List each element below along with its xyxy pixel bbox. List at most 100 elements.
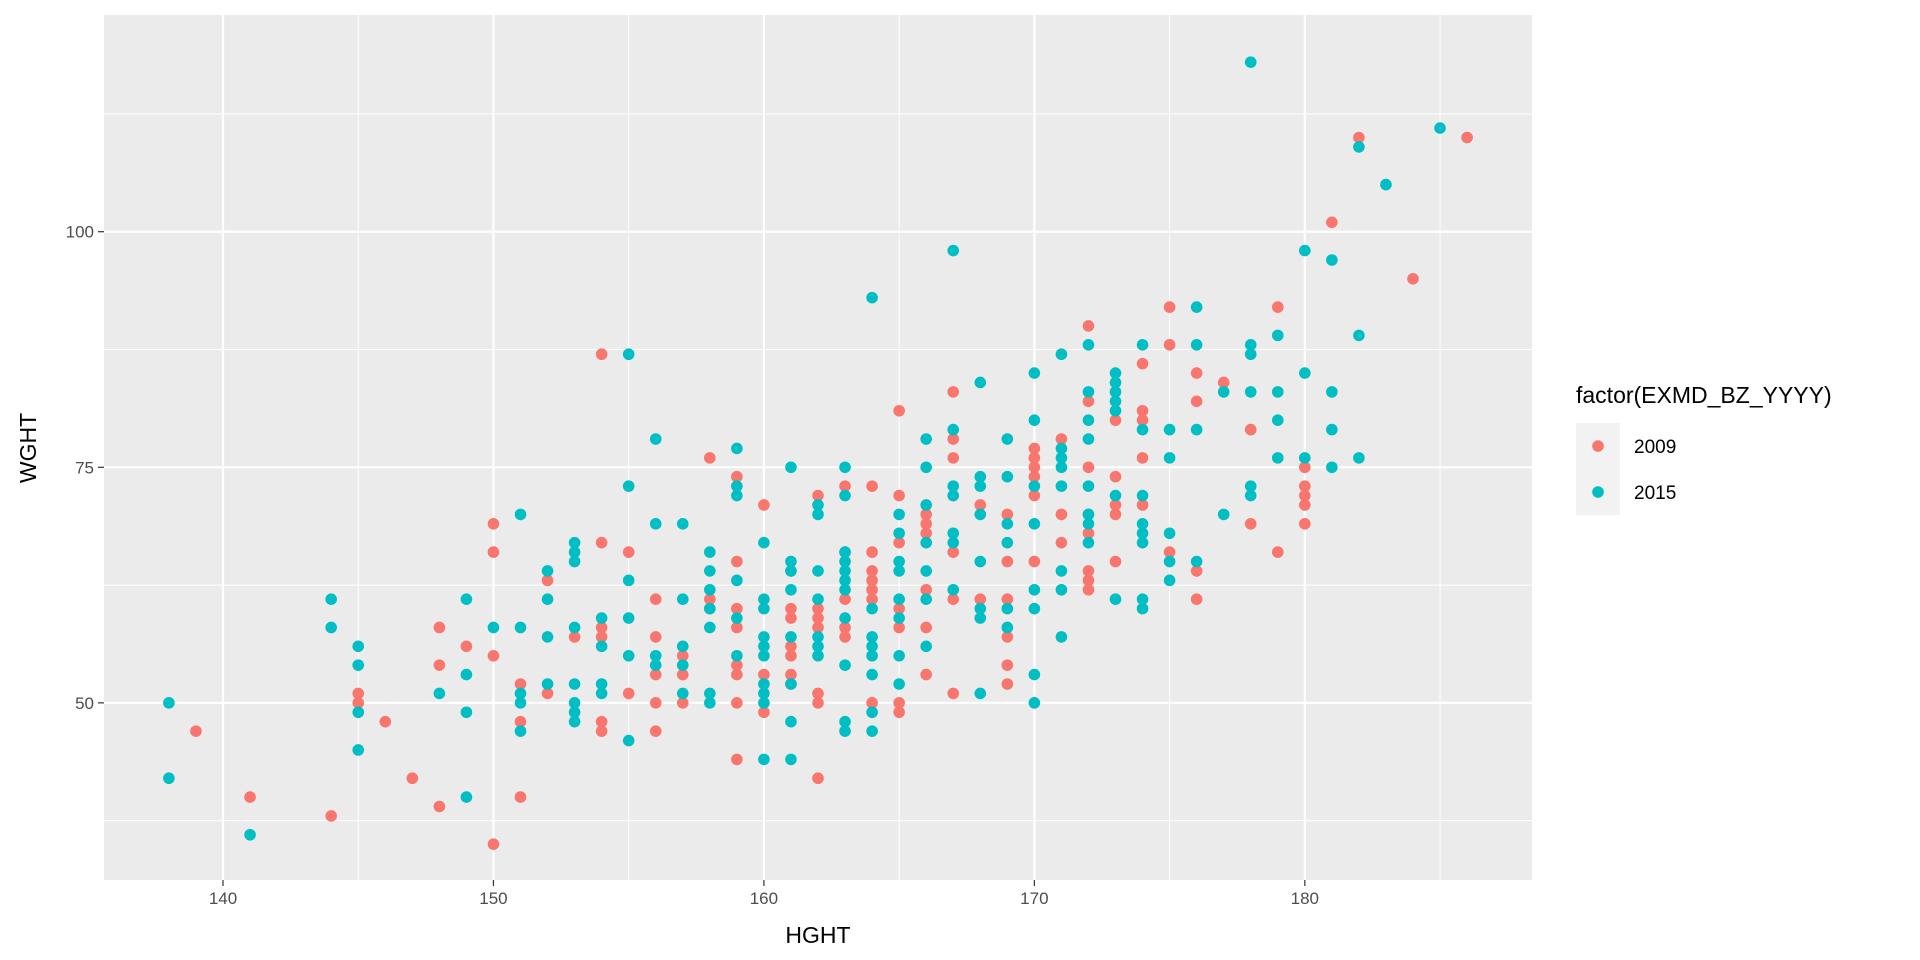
data-point-2015 — [676, 687, 689, 700]
data-point-2015 — [839, 612, 851, 624]
data-point-2015 — [785, 753, 797, 766]
data-point-2015 — [947, 536, 960, 549]
data-point-2015 — [920, 433, 932, 445]
data-point-2009 — [785, 612, 797, 624]
data-point-2015 — [568, 546, 581, 558]
data-point-2015 — [731, 489, 743, 502]
data-point-2009 — [731, 470, 743, 483]
data-point-2009 — [920, 508, 932, 521]
data-point-2009 — [1028, 470, 1041, 483]
data-point-2015 — [1353, 141, 1365, 153]
data-point-2009 — [839, 593, 851, 606]
x-axis-ticks: 140 150 160 170 180 — [209, 880, 1319, 908]
data-point-2009 — [1136, 499, 1149, 511]
data-point-2015 — [1136, 423, 1149, 436]
data-point-2015 — [1136, 527, 1149, 540]
y-tick-label: 75 — [75, 458, 94, 477]
data-point-2009 — [731, 668, 743, 681]
data-point-2015 — [595, 678, 608, 690]
data-point-2009 — [1326, 216, 1338, 229]
data-point-2015 — [1055, 583, 1068, 596]
data-point-2015 — [893, 508, 905, 521]
data-point-2015 — [1001, 433, 1014, 445]
data-point-2015 — [595, 612, 608, 624]
data-point-2015 — [1001, 621, 1014, 634]
y-axis-title: WGHT — [15, 413, 41, 483]
data-point-2015 — [731, 649, 743, 662]
data-point-2015 — [568, 678, 581, 690]
data-point-2015 — [568, 697, 581, 709]
data-point-2009 — [893, 536, 905, 549]
data-point-2015 — [1001, 536, 1014, 549]
data-point-2015 — [1055, 565, 1068, 577]
data-point-2015 — [1082, 480, 1095, 492]
data-point-2009 — [1109, 499, 1122, 511]
data-point-2009 — [1163, 546, 1176, 558]
data-point-2009 — [839, 480, 851, 492]
data-point-2009 — [1136, 452, 1149, 464]
data-point-2015 — [947, 583, 960, 596]
data-point-2009 — [866, 546, 878, 558]
data-point-2009 — [812, 697, 824, 709]
data-point-2015 — [704, 687, 716, 700]
data-point-2015 — [1299, 452, 1311, 464]
data-point-2009 — [866, 565, 878, 577]
data-point-2009 — [1082, 574, 1095, 587]
data-point-2015 — [514, 687, 527, 700]
data-point-2015 — [676, 518, 689, 530]
data-point-2015 — [974, 470, 987, 483]
data-point-2009 — [866, 480, 878, 492]
data-point-2015 — [812, 649, 824, 662]
data-point-2015 — [622, 649, 635, 662]
data-point-2015 — [704, 602, 716, 615]
data-point-2015 — [758, 640, 770, 653]
data-point-2015 — [812, 508, 824, 521]
data-point-2015 — [1109, 376, 1122, 389]
data-point-2015 — [1271, 414, 1284, 426]
data-point-2015 — [1082, 386, 1095, 398]
data-point-2015 — [947, 423, 960, 436]
data-point-2015 — [1326, 461, 1338, 474]
data-point-2015 — [460, 706, 473, 719]
data-point-2009 — [839, 621, 851, 634]
data-point-2009 — [812, 687, 824, 700]
data-point-2009 — [1109, 555, 1122, 568]
data-point-2009 — [1001, 659, 1014, 671]
data-point-2009 — [812, 602, 824, 615]
data-point-2009 — [1082, 461, 1095, 474]
data-point-2009 — [1082, 527, 1095, 540]
data-point-2009 — [893, 602, 905, 615]
data-point-2015 — [974, 555, 987, 568]
data-point-2009 — [1299, 480, 1311, 492]
data-point-2015 — [866, 640, 878, 653]
data-point-2015 — [920, 461, 932, 474]
data-point-2009 — [1271, 301, 1284, 313]
data-point-2009 — [920, 668, 932, 681]
data-point-2015 — [812, 499, 824, 511]
data-point-2015 — [1217, 386, 1230, 398]
data-point-2015 — [622, 348, 635, 361]
data-point-2009 — [622, 687, 635, 700]
data-point-2009 — [1190, 593, 1203, 606]
data-point-2015 — [704, 546, 716, 558]
data-point-2015 — [758, 753, 770, 766]
data-point-2015 — [1190, 423, 1203, 436]
data-point-2015 — [1136, 593, 1149, 606]
data-point-2015 — [758, 536, 770, 549]
data-point-2015 — [1244, 348, 1257, 361]
data-point-2015 — [947, 527, 960, 540]
data-point-2009 — [731, 697, 743, 709]
data-point-2009 — [487, 518, 500, 530]
data-point-2009 — [1082, 565, 1095, 577]
data-point-2009 — [1082, 320, 1095, 332]
data-point-2015 — [1353, 329, 1365, 342]
data-point-2015 — [1190, 338, 1203, 351]
data-point-2015 — [1082, 414, 1095, 426]
data-point-2015 — [595, 640, 608, 653]
data-point-2009 — [622, 546, 635, 558]
data-point-2015 — [1028, 668, 1041, 681]
data-point-2015 — [541, 565, 554, 577]
data-point-2009 — [460, 640, 473, 653]
data-point-2015 — [1353, 452, 1365, 464]
data-point-2009 — [1109, 414, 1122, 426]
